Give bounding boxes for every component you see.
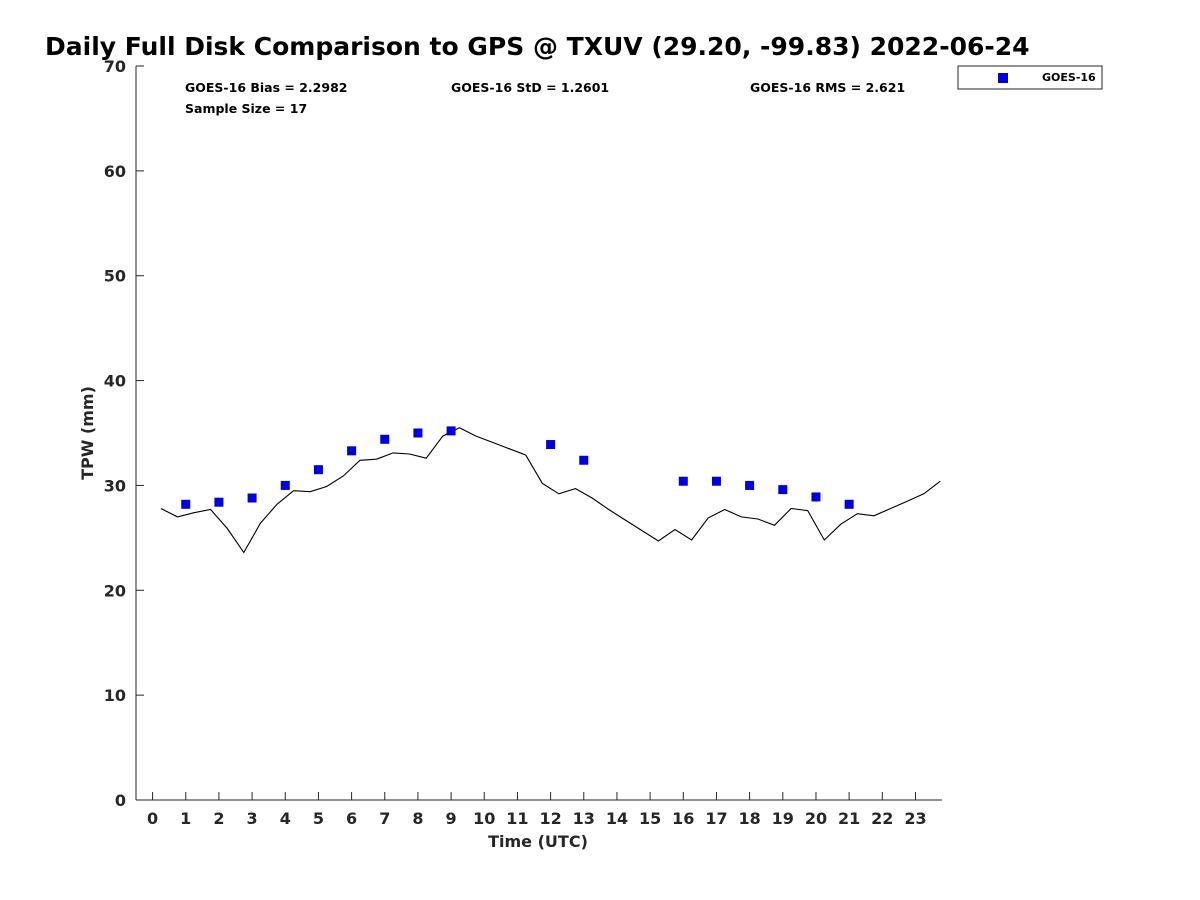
goes16-point-17 [711, 476, 721, 486]
goes16-point-18 [745, 480, 755, 490]
x-axis-label: Time (UTC) [488, 832, 588, 851]
series-layer [160, 426, 941, 554]
legend: GOES-16 [957, 65, 1103, 90]
bias-stat: GOES-16 Bias = 2.2982 [185, 80, 347, 95]
y-axis-label: TPW (mm) [78, 386, 97, 480]
x-tick-label-3: 3 [247, 809, 258, 828]
goes16-point-21 [844, 499, 854, 509]
legend-label: GOES-16 [1042, 71, 1096, 84]
x-tick-label-1: 1 [180, 809, 191, 828]
y-tick-label-20: 20 [104, 581, 126, 600]
y-tick-label-30: 30 [104, 476, 126, 495]
y-tick-label-10: 10 [104, 686, 126, 705]
x-tick-label-14: 14 [606, 809, 628, 828]
x-tick-label-22: 22 [871, 809, 893, 828]
x-ticks: 0 1 2 3 4 5 6 7 8 9 10 11 12 13 14 15 16 17 18 19 20 21 22 23 [147, 792, 927, 828]
x-tick-label-21: 21 [838, 809, 860, 828]
x-tick-label-8: 8 [412, 809, 423, 828]
x-tick-label-17: 17 [705, 809, 727, 828]
x-tick-label-18: 18 [738, 809, 760, 828]
x-tick-label-5: 5 [313, 809, 324, 828]
x-tick-label-13: 13 [573, 809, 595, 828]
goes16-point-8 [413, 428, 423, 438]
goes16-point-2 [214, 497, 224, 507]
goes16-point-6 [347, 446, 357, 456]
x-tick-label-0: 0 [147, 809, 158, 828]
x-tick-label-20: 20 [805, 809, 827, 828]
goes16-point-19 [778, 485, 788, 495]
x-tick-label-4: 4 [280, 809, 291, 828]
x-tick-label-10: 10 [473, 809, 495, 828]
x-tick-label-6: 6 [346, 809, 357, 828]
x-tick-label-7: 7 [379, 809, 390, 828]
sample-size-stat: Sample Size = 17 [185, 101, 307, 116]
x-tick-label-23: 23 [904, 809, 926, 828]
std-stat: GOES-16 StD = 1.2601 [451, 80, 609, 95]
legend-marker [998, 73, 1008, 83]
y-ticks: 0 10 20 30 40 50 60 70 [104, 57, 144, 810]
y-tick-label-40: 40 [104, 372, 126, 391]
y-tick-label-50: 50 [104, 267, 126, 286]
goes16-point-1 [181, 499, 191, 509]
chart-title: Daily Full Disk Comparison to GPS @ TXUV… [45, 32, 1030, 61]
x-tick-label-11: 11 [506, 809, 528, 828]
x-tick-label-2: 2 [213, 809, 224, 828]
gps-tpw-line [160, 427, 941, 554]
y-tick-label-70: 70 [104, 57, 126, 76]
goes16-point-13 [579, 455, 589, 465]
y-tick-label-0: 0 [115, 791, 126, 810]
goes16-point-16 [678, 476, 688, 486]
x-tick-label-16: 16 [672, 809, 694, 828]
x-tick-label-15: 15 [639, 809, 661, 828]
goes16-point-12 [546, 440, 556, 450]
x-tick-label-19: 19 [772, 809, 794, 828]
y-tick-label-60: 60 [104, 162, 126, 181]
goes16-point-9 [446, 426, 456, 436]
goes16-point-4 [280, 480, 290, 490]
goes16-point-5 [313, 465, 323, 475]
goes16-point-3 [247, 493, 257, 503]
rms-stat: GOES-16 RMS = 2.621 [750, 80, 905, 95]
goes16-point-7 [380, 434, 390, 444]
x-tick-label-9: 9 [446, 809, 457, 828]
legend-box [957, 65, 1103, 90]
x-tick-label-12: 12 [539, 809, 561, 828]
goes16-point-20 [811, 492, 821, 502]
